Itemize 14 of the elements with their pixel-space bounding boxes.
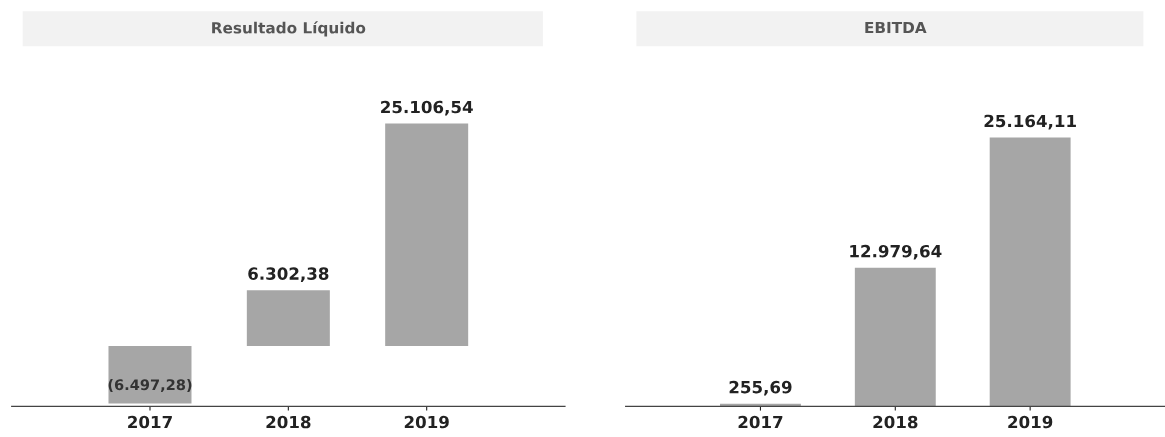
data-label: 255,69 xyxy=(729,380,792,396)
data-label: 12.979,64 xyxy=(850,244,942,260)
x-tick-label: 2018 xyxy=(873,415,918,429)
data-label: 6.302,38 xyxy=(248,267,329,283)
chart-title: EBITDA xyxy=(865,21,927,34)
data-label: 25.164,11 xyxy=(984,114,1076,130)
x-tick-label: 2017 xyxy=(738,415,783,429)
x-tick-label: 2017 xyxy=(128,415,172,429)
x-tick-label: 2019 xyxy=(404,415,449,429)
chart-title: Resultado Líquido xyxy=(212,21,366,37)
x-tick-label: 2018 xyxy=(266,415,311,429)
data-label: 25.106,54 xyxy=(381,100,473,116)
x-tick-label: 2019 xyxy=(1008,415,1053,429)
data-label: (6.497,28) xyxy=(108,378,192,393)
